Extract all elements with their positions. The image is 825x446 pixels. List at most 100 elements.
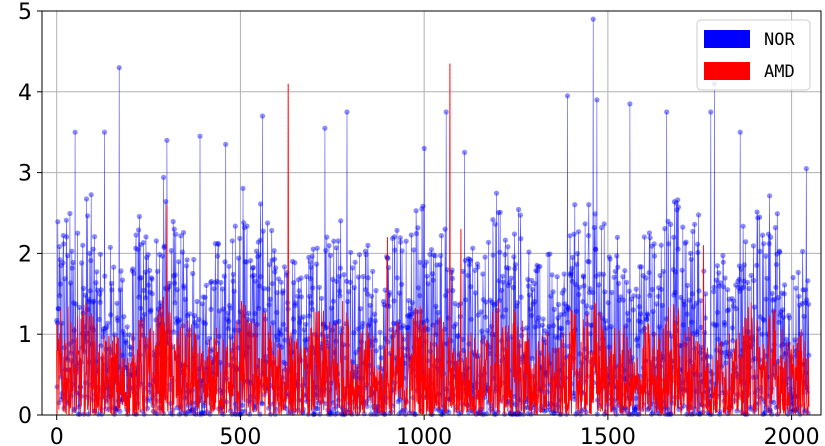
series-nor-point xyxy=(319,295,325,301)
series-nor-point xyxy=(240,185,246,191)
series-nor-point xyxy=(104,324,110,330)
series-nor-point xyxy=(203,282,209,288)
series-nor-point xyxy=(576,292,582,298)
series-nor-point xyxy=(91,234,98,240)
series-nor-point xyxy=(230,271,236,277)
series-nor-point xyxy=(790,274,796,281)
series-nor-point xyxy=(569,278,575,284)
series-nor-point xyxy=(387,290,393,296)
series-nor-point xyxy=(558,312,564,318)
series-nor-point xyxy=(726,296,732,302)
series-nor-point xyxy=(57,281,64,287)
series-nor-point xyxy=(367,317,374,323)
series-nor-point xyxy=(69,248,75,254)
series-nor-point xyxy=(302,393,309,399)
series-nor-point xyxy=(708,109,714,115)
series-nor-point xyxy=(363,252,369,258)
series-nor-point xyxy=(407,314,413,320)
series-nor-point xyxy=(736,263,743,269)
series-nor-point xyxy=(489,299,495,306)
legend: NOR AMD xyxy=(696,19,811,91)
series-nor-point xyxy=(249,273,255,279)
series-nor-point xyxy=(406,312,412,318)
series-nor-point xyxy=(582,221,588,227)
series-nor-point xyxy=(364,403,370,409)
series-nor-point xyxy=(485,239,492,245)
series-nor-point xyxy=(73,301,79,307)
series-nor-point xyxy=(767,193,773,199)
series-nor-point xyxy=(122,332,128,338)
series-nor-point xyxy=(768,234,774,240)
series-nor-point xyxy=(259,401,265,407)
series-nor-point xyxy=(338,218,344,224)
series-nor-point xyxy=(91,298,97,304)
series-nor-point xyxy=(55,219,61,225)
series-nor-point xyxy=(563,307,569,313)
series-nor-point xyxy=(460,268,466,274)
series-nor-point xyxy=(179,249,185,255)
series-nor-point xyxy=(269,257,275,263)
series-nor-point xyxy=(795,269,801,275)
series-nor-point xyxy=(472,352,478,358)
series-nor-point xyxy=(323,247,329,253)
series-nor-point xyxy=(682,240,688,246)
series-nor-point xyxy=(530,301,536,307)
series-nor-point xyxy=(743,239,749,245)
series-nor-point xyxy=(660,353,666,360)
series-nor-point xyxy=(724,308,730,314)
series-nor-point xyxy=(733,306,739,312)
series-nor-point xyxy=(330,298,336,304)
series-nor-point xyxy=(413,208,419,214)
series-nor-point xyxy=(618,294,624,300)
series-nor-point xyxy=(423,259,429,265)
series-nor-point xyxy=(170,273,177,279)
series-nor-point xyxy=(625,310,631,316)
series-nor-point xyxy=(173,315,180,322)
y-tick-label: 1 xyxy=(18,323,32,348)
series-nor-point xyxy=(475,353,482,359)
series-nor-point xyxy=(626,288,632,294)
series-nor-point xyxy=(688,256,694,262)
series-nor-point xyxy=(101,129,108,135)
series-nor-point xyxy=(292,300,299,306)
series-nor-point xyxy=(168,248,174,254)
series-nor-point xyxy=(310,246,316,252)
series-nor-point xyxy=(55,306,61,312)
series-nor-point xyxy=(711,284,717,290)
series-nor-point xyxy=(358,306,364,312)
series-nor-point xyxy=(127,351,133,357)
series-nor-point xyxy=(777,249,783,255)
series-nor-point xyxy=(694,328,700,334)
series-nor-point xyxy=(252,278,258,284)
series-nor-point xyxy=(143,295,149,301)
series-nor-point xyxy=(562,301,568,307)
series-nor-point xyxy=(255,239,261,245)
series-nor-point xyxy=(417,293,423,299)
series-nor-point xyxy=(297,319,303,326)
series-nor-point xyxy=(276,330,282,336)
series-nor-point xyxy=(712,322,718,328)
series-nor-point xyxy=(565,305,571,311)
series-nor-point xyxy=(772,296,778,302)
series-nor-point xyxy=(771,400,777,406)
series-nor-point xyxy=(694,331,700,338)
series-nor-point xyxy=(660,268,667,275)
series-nor-point xyxy=(631,410,637,416)
series-nor-point xyxy=(548,409,554,415)
series-nor-point xyxy=(424,318,430,324)
series-nor-point xyxy=(636,318,642,324)
series-nor-point xyxy=(312,411,318,417)
series-nor-point xyxy=(421,145,427,151)
series-nor-point xyxy=(760,232,766,238)
series-nor-point xyxy=(70,259,76,266)
series-nor-point xyxy=(232,223,238,229)
series-nor-point xyxy=(112,408,119,414)
series-nor-point xyxy=(632,406,638,412)
series-nor-point xyxy=(590,16,596,22)
y-tick-label: 4 xyxy=(18,81,32,106)
series-nor-point xyxy=(630,307,636,313)
series-nor-point xyxy=(689,291,696,297)
series-nor-point xyxy=(592,246,599,252)
series-nor-point xyxy=(714,263,721,269)
series-nor-point xyxy=(479,328,485,334)
